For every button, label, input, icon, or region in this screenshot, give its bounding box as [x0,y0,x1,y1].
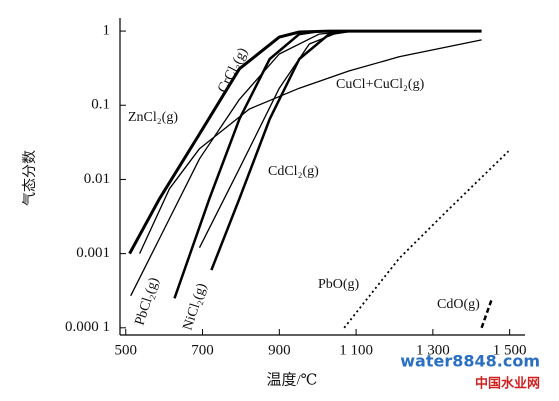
series-line [128,29,482,255]
series-label: CuCl+CuCl₂(g) [336,77,425,92]
y-tick-label: 1 [103,23,111,39]
series-label: NiCl₂(g) [181,281,210,332]
watermark: 中国水业网 [475,376,540,392]
series-label: CdO(g) [437,297,480,312]
series-label: CrCl₂(g) [215,45,251,95]
y-tick-label: 0.1 [91,97,110,113]
x-tick-label: 1 500 [493,342,527,358]
x-tick-label: 1 100 [339,342,373,358]
series-label: PbO(g) [318,277,360,292]
series-line [198,31,340,248]
series-line [343,150,510,329]
series-label: ZnCl₂(g) [128,110,178,125]
x-tick-label: 900 [268,342,291,358]
y-tick-label: 0.001 [76,245,110,261]
x-tick-label: 700 [191,342,214,358]
x-axis-label: 温度/℃ [267,371,318,388]
series-label: CdCl₂(g) [268,164,319,179]
series-line [130,30,350,297]
x-tick-label: 1 300 [416,342,450,358]
series-line [173,29,320,299]
x-tick-label: 500 [115,342,138,358]
series-line [139,39,482,254]
series-line [210,29,350,271]
y-tick-label: 0.000 1 [65,319,110,335]
series-line [480,299,493,329]
y-tick-label: 0.01 [84,171,110,187]
watermark: water8848.com [400,352,540,371]
y-axis-label: 气态分数 [22,150,38,206]
